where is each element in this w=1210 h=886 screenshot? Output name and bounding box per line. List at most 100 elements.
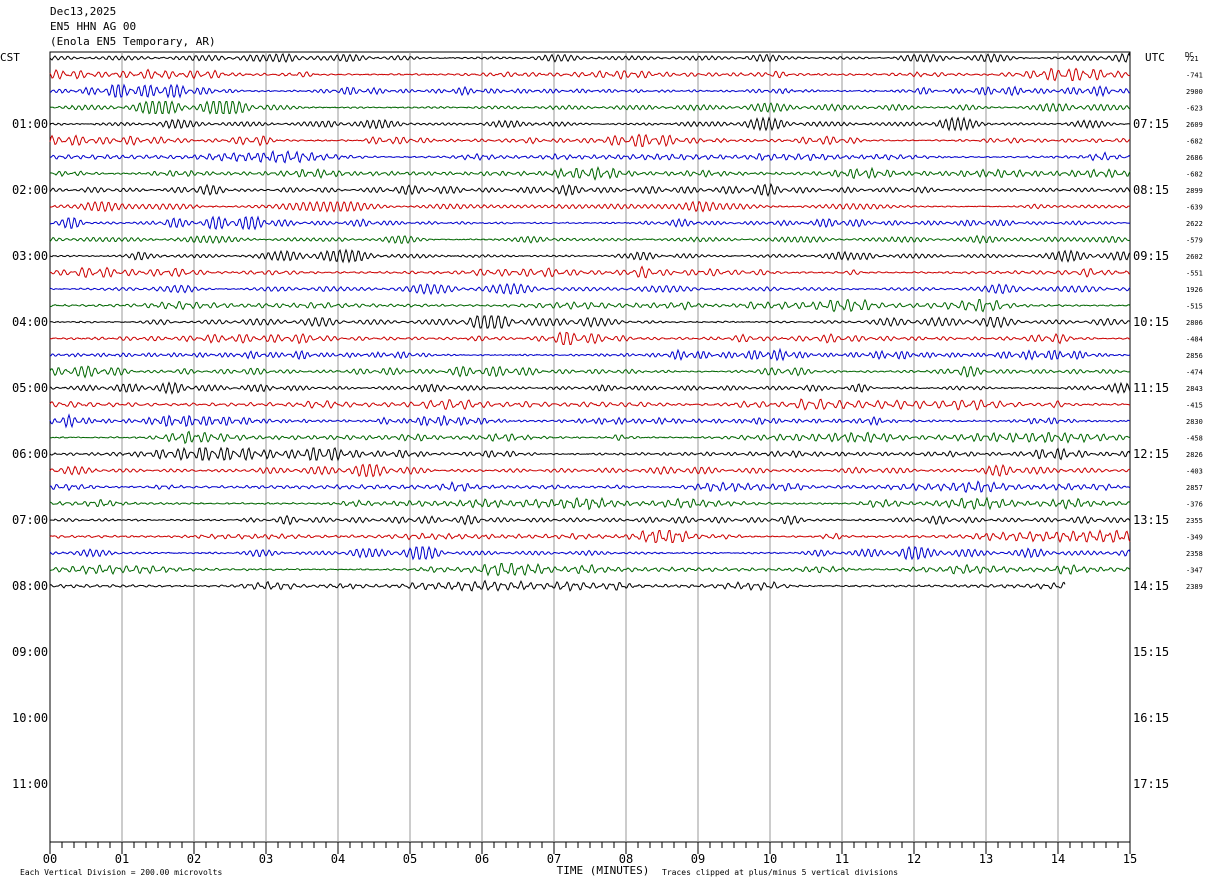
channel-label: EN5 HHN AG 00	[50, 20, 137, 33]
left-hour-label: 10:00	[12, 711, 48, 725]
left-hour-label: 06:00	[12, 447, 48, 461]
seismic-trace	[49, 200, 1131, 213]
dc-offset-label: -458	[1186, 435, 1203, 443]
dc-offset-label: 2806	[1186, 319, 1203, 327]
left-hour-label: 01:00	[12, 117, 48, 131]
dc-offset-label: -403	[1186, 468, 1203, 476]
station-label: (Enola EN5 Temporary, AR)	[50, 35, 216, 48]
x-tick-label: 14	[1051, 852, 1065, 866]
left-hour-label: 11:00	[12, 777, 48, 791]
dc-offset-label: -579	[1186, 237, 1203, 245]
left-hour-label: 07:00	[12, 513, 48, 527]
x-tick-label: 06	[475, 852, 489, 866]
seismic-trace	[49, 514, 1131, 526]
dc-offset-label: 2602	[1186, 253, 1203, 261]
dc-offset-label: -474	[1186, 369, 1203, 377]
seismic-trace	[49, 529, 1131, 544]
seismic-trace	[49, 52, 1131, 64]
minute-gridlines	[49, 52, 1131, 854]
dc-offset-label: -551	[1186, 270, 1203, 278]
seismic-trace	[50, 315, 1131, 329]
seismic-trace	[49, 480, 1131, 494]
right-hour-label: 14:15	[1133, 579, 1169, 593]
x-tick-label: 12	[907, 852, 921, 866]
dc-offset-label: 2900	[1186, 88, 1203, 96]
x-tick-label: 00	[43, 852, 57, 866]
dc-offset-label: 2389	[1186, 583, 1203, 591]
x-tick-label: 08	[619, 852, 633, 866]
seismic-trace	[49, 83, 1131, 99]
dc-offset-label: -682	[1186, 138, 1203, 146]
seismic-trace	[49, 182, 1131, 197]
seismic-trace	[49, 413, 1131, 429]
dc-offset-label: -741	[1186, 72, 1203, 80]
seismic-trace	[49, 67, 1131, 82]
seismic-trace	[49, 381, 1131, 395]
seismic-trace	[49, 496, 1131, 511]
x-tick-label: 02	[187, 852, 201, 866]
seismic-trace	[49, 282, 1131, 296]
dc-offset-label: 721	[1186, 55, 1199, 63]
right-hour-label: 15:15	[1133, 645, 1169, 659]
seismic-trace	[49, 215, 1131, 231]
plot-frame	[49, 51, 1131, 843]
right-hour-label: 07:15	[1133, 117, 1169, 131]
axis-labels: 00 01 02 03 04 05 06 07 08 09 10 11 12 13 14 15 TIME (MI…	[0, 51, 1203, 877]
dc-offset-label: -639	[1186, 204, 1203, 212]
footer-scale: Each Vertical Division = 200.00 microvol…	[20, 868, 222, 877]
left-timezone: CST	[0, 51, 20, 64]
seismic-trace	[49, 579, 1066, 592]
left-hour-label: 03:00	[12, 249, 48, 263]
seismic-traces	[49, 52, 1131, 592]
x-tick-label: 03	[259, 852, 273, 866]
right-timezone: UTC	[1145, 51, 1165, 64]
dc-offset-label: -376	[1186, 501, 1203, 509]
right-hour-label: 13:15	[1133, 513, 1169, 527]
x-tick-label: 01	[115, 852, 129, 866]
right-hour-label: 11:15	[1133, 381, 1169, 395]
seismic-trace	[49, 234, 1131, 245]
dc-offset-label: -347	[1186, 567, 1203, 575]
left-hour-label: 09:00	[12, 645, 48, 659]
dc-offset-label: 1926	[1186, 286, 1203, 294]
left-hour-label: 02:00	[12, 183, 48, 197]
seismic-trace	[49, 398, 1131, 411]
dc-offset-label: 2856	[1186, 352, 1203, 360]
dc-offset-label: 2830	[1186, 418, 1203, 426]
seismic-trace	[49, 545, 1131, 561]
dc-header: DC	[1185, 51, 1193, 59]
seismic-trace	[49, 149, 1131, 164]
dc-offset-label: -484	[1186, 336, 1203, 344]
x-tick-label: 11	[835, 852, 849, 866]
x-axis-label: TIME (MINUTES)	[557, 864, 650, 877]
dc-offset-label: -349	[1186, 534, 1203, 542]
dc-offset-label: -415	[1186, 402, 1203, 410]
dc-offset-label: 2622	[1186, 220, 1203, 228]
left-hour-label: 04:00	[12, 315, 48, 329]
dc-offset-label: 2857	[1186, 484, 1203, 492]
dc-offset-label: 2609	[1186, 121, 1203, 129]
right-hour-label: 10:15	[1133, 315, 1169, 329]
seismic-trace	[49, 265, 1131, 279]
right-hour-label: 08:15	[1133, 183, 1169, 197]
dc-offset-label: 2355	[1186, 517, 1203, 525]
seismic-trace	[49, 298, 1131, 313]
seismic-trace	[49, 133, 1131, 148]
x-tick-label: 09	[691, 852, 705, 866]
seismic-trace	[49, 166, 1131, 181]
left-hour-label: 08:00	[12, 579, 48, 593]
x-tick-label: 05	[403, 852, 417, 866]
right-hour-label: 09:15	[1133, 249, 1169, 263]
right-hour-label: 16:15	[1133, 711, 1169, 725]
seismic-trace	[49, 347, 1131, 362]
right-hour-label: 17:15	[1133, 777, 1169, 791]
dc-offset-label: 2826	[1186, 451, 1203, 459]
seismic-trace	[49, 248, 1131, 264]
right-hour-label: 12:15	[1133, 447, 1169, 461]
dc-offset-label: -515	[1186, 303, 1203, 311]
seismic-trace	[49, 430, 1131, 445]
x-tick-label: 15	[1123, 852, 1137, 866]
x-tick-label: 04	[331, 852, 345, 866]
x-tick-label: 13	[979, 852, 993, 866]
seismic-trace	[49, 116, 1131, 132]
